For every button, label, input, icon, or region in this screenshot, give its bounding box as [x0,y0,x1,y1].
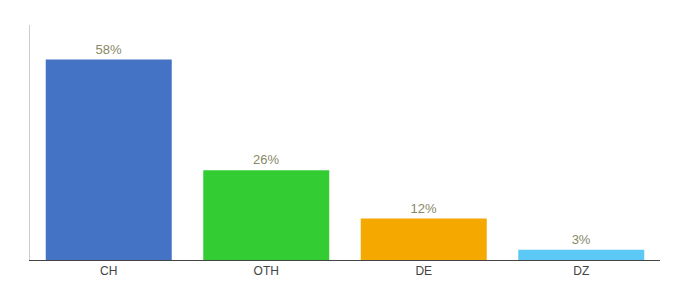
svg-text:58%: 58% [96,42,122,57]
svg-text:12%: 12% [411,201,437,216]
svg-text:DE: DE [415,264,432,278]
svg-text:OTH: OTH [254,264,279,278]
svg-text:DZ: DZ [573,264,589,278]
svg-text:26%: 26% [253,152,279,167]
svg-text:3%: 3% [572,232,591,247]
svg-text:CH: CH [100,264,117,278]
